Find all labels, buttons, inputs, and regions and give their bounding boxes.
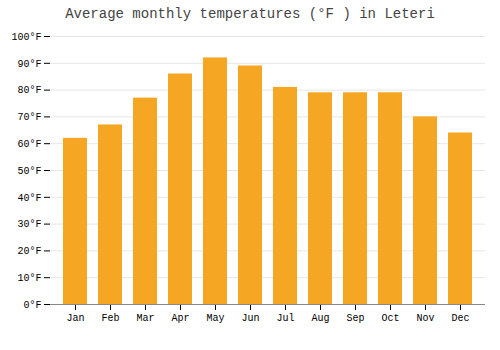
svg-text:Nov: Nov (416, 313, 434, 324)
svg-text:May: May (206, 313, 224, 324)
svg-text:10°F: 10°F (17, 273, 41, 284)
svg-text:90°F: 90°F (17, 59, 41, 70)
svg-text:100°F: 100°F (11, 32, 41, 43)
svg-text:Jul: Jul (276, 313, 294, 324)
svg-text:Sep: Sep (346, 313, 364, 324)
svg-text:Jun: Jun (241, 313, 259, 324)
svg-text:Jan: Jan (66, 313, 84, 324)
svg-text:20°F: 20°F (17, 246, 41, 257)
svg-text:0°F: 0°F (23, 300, 41, 311)
svg-text:Oct: Oct (381, 313, 399, 324)
html-text:Average monthly temperatures (: Average monthly temperatures (°F ) in Le… (65, 6, 435, 22)
svg-text:Aug: Aug (311, 313, 329, 324)
svg-text:60°F: 60°F (17, 139, 41, 150)
svg-text:Apr: Apr (171, 313, 189, 324)
svg-text:Dec: Dec (451, 313, 469, 324)
svg-text:40°F: 40°F (17, 193, 41, 204)
svg-text:Mar: Mar (136, 313, 154, 324)
svg-text:Feb: Feb (101, 313, 119, 324)
svg-text:70°F: 70°F (17, 112, 41, 123)
svg-text:80°F: 80°F (17, 85, 41, 96)
svg-text:30°F: 30°F (17, 219, 41, 230)
svg-text:50°F: 50°F (17, 166, 41, 177)
